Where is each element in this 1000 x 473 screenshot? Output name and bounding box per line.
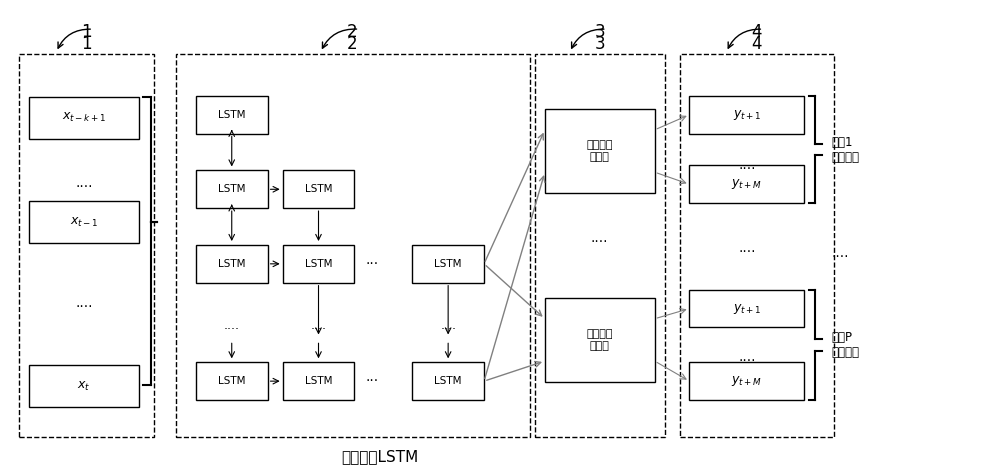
Text: 4: 4	[751, 23, 762, 41]
Text: ....: ....	[75, 176, 93, 190]
Text: ....: ....	[738, 158, 756, 173]
Text: 多层递减LSTM: 多层递减LSTM	[342, 449, 419, 464]
Text: ....: ....	[440, 319, 456, 332]
Text: $y_{t+M}$: $y_{t+M}$	[731, 374, 762, 388]
Text: 2: 2	[347, 35, 358, 53]
FancyBboxPatch shape	[29, 97, 139, 139]
Text: 位置1
壁温输出: 位置1 壁温输出	[831, 135, 859, 164]
FancyBboxPatch shape	[689, 362, 804, 400]
FancyBboxPatch shape	[196, 170, 268, 208]
Text: LSTM: LSTM	[218, 184, 245, 194]
Text: 全连接神
经网络: 全连接神 经网络	[586, 329, 613, 350]
Text: LSTM: LSTM	[305, 184, 332, 194]
Text: LSTM: LSTM	[305, 376, 332, 386]
FancyBboxPatch shape	[545, 109, 655, 193]
FancyBboxPatch shape	[283, 362, 354, 400]
FancyBboxPatch shape	[689, 289, 804, 327]
Text: 1: 1	[81, 23, 91, 41]
FancyBboxPatch shape	[412, 362, 484, 400]
Text: LSTM: LSTM	[218, 259, 245, 269]
Text: ....: ....	[831, 246, 849, 260]
FancyBboxPatch shape	[29, 201, 139, 243]
FancyBboxPatch shape	[689, 96, 804, 133]
FancyBboxPatch shape	[545, 298, 655, 382]
Text: ....: ....	[224, 319, 240, 332]
Text: 全连接神
经网络: 全连接神 经网络	[586, 140, 613, 162]
Text: 3: 3	[594, 35, 605, 53]
Text: ....: ....	[311, 319, 327, 332]
FancyBboxPatch shape	[283, 170, 354, 208]
FancyBboxPatch shape	[196, 362, 268, 400]
FancyBboxPatch shape	[412, 245, 484, 283]
Text: ....: ....	[738, 241, 756, 255]
Text: $x_{t-k+1}$: $x_{t-k+1}$	[62, 111, 106, 124]
Text: LSTM: LSTM	[434, 259, 462, 269]
FancyBboxPatch shape	[689, 166, 804, 203]
FancyBboxPatch shape	[196, 96, 268, 133]
Text: $y_{t+M}$: $y_{t+M}$	[731, 177, 762, 191]
Text: ···: ···	[366, 374, 379, 388]
Text: LSTM: LSTM	[218, 376, 245, 386]
Text: LSTM: LSTM	[434, 376, 462, 386]
Text: ....: ....	[75, 296, 93, 310]
Text: 2: 2	[347, 23, 358, 41]
Text: ....: ....	[738, 350, 756, 364]
FancyBboxPatch shape	[196, 245, 268, 283]
Text: 1: 1	[81, 35, 91, 53]
Text: 位置P
壁温输出: 位置P 壁温输出	[831, 331, 859, 359]
Text: ....: ....	[591, 231, 608, 245]
FancyBboxPatch shape	[29, 365, 139, 407]
Text: $y_{t+1}$: $y_{t+1}$	[733, 302, 761, 315]
Text: 3: 3	[594, 23, 605, 41]
Text: $x_{t-1}$: $x_{t-1}$	[70, 216, 98, 228]
Text: $y_{t+1}$: $y_{t+1}$	[733, 108, 761, 122]
Text: 4: 4	[751, 35, 762, 53]
Text: $x_t$: $x_t$	[77, 379, 91, 393]
Text: LSTM: LSTM	[305, 259, 332, 269]
Text: ···: ···	[366, 257, 379, 271]
FancyBboxPatch shape	[283, 245, 354, 283]
Text: LSTM: LSTM	[218, 110, 245, 120]
